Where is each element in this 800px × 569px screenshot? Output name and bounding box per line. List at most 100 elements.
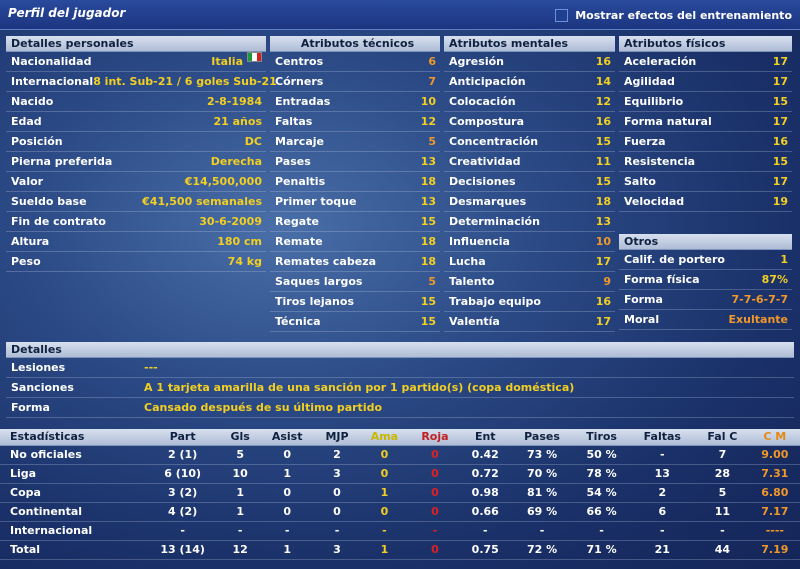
stats-cell: - xyxy=(259,521,315,541)
stats-column-header[interactable]: Tiros xyxy=(573,429,630,446)
stats-column-header[interactable]: Roja xyxy=(409,429,461,446)
personal-details-header: Detalles personales xyxy=(6,36,266,52)
technical-attribute-row: Pases 13 xyxy=(270,152,440,172)
stats-cell: 6.80 xyxy=(749,483,800,503)
technical-attribute-label: Faltas xyxy=(275,115,313,128)
technical-attribute-value: 12 xyxy=(420,115,436,128)
stats-cell: 0 xyxy=(314,502,360,522)
personal-detail-row: Posición DC xyxy=(6,132,266,152)
mental-attribute-label: Desmarques xyxy=(449,195,527,208)
physical-attribute-label: Aceleración xyxy=(624,55,697,68)
other-attribute-row: Forma 7-7-6-7-7 xyxy=(619,290,792,310)
stats-cell: ---- xyxy=(749,521,800,541)
personal-detail-value: 180 cm xyxy=(217,235,262,248)
mental-attribute-value: 17 xyxy=(595,315,611,328)
stats-cell: 0 xyxy=(409,464,461,484)
stats-cell: 2 xyxy=(314,445,360,465)
statistics-panel: Estadísticas Part Gls Asist MJP Ama Roja Ent Pas… xyxy=(0,429,800,560)
technical-attribute-label: Remate xyxy=(275,235,323,248)
stats-column-header[interactable]: MJP xyxy=(314,429,360,446)
stats-cell: 0 xyxy=(259,502,315,522)
mental-attribute-label: Decisiones xyxy=(449,175,516,188)
mental-attribute-row: Concentración 15 xyxy=(444,132,615,152)
stats-column-header[interactable]: Faltas xyxy=(629,429,696,446)
stats-column-header[interactable]: Part xyxy=(144,429,221,446)
personal-detail-label: Posición xyxy=(11,135,63,148)
physical-attribute-value: 15 xyxy=(772,95,788,108)
personal-detail-value: 21 años xyxy=(213,115,263,128)
technical-attribute-value: 15 xyxy=(420,215,436,228)
stats-column-header[interactable]: C M xyxy=(749,429,800,446)
stats-column-header[interactable]: Asist xyxy=(259,429,315,446)
stats-cell: - xyxy=(460,521,511,541)
physical-attribute-row: Aceleración 17 xyxy=(619,52,792,72)
stats-column-header[interactable]: Ama xyxy=(359,429,410,446)
stats-cell: 0.98 xyxy=(460,483,511,503)
personal-detail-value: €14,500,000 xyxy=(184,175,262,188)
other-attribute-label: Moral xyxy=(624,313,660,326)
mental-attribute-label: Determinación xyxy=(449,215,540,228)
physical-attribute-value: 15 xyxy=(772,155,788,168)
technical-attribute-row: Remates cabeza 18 xyxy=(270,252,440,272)
personal-detail-row: Nacido 2-8-1984 xyxy=(6,92,266,112)
stats-cell: 0 xyxy=(359,464,410,484)
technical-attribute-label: Saques largos xyxy=(275,275,363,288)
stats-competition-label: No oficiales xyxy=(0,445,145,465)
personal-detail-label: Internacional xyxy=(11,75,94,88)
training-effects-toggle[interactable]: Mostrar efectos del entrenamiento xyxy=(555,9,792,22)
stats-cell: - xyxy=(629,521,696,541)
stats-cell: 3 xyxy=(314,540,360,560)
stats-cell: 3 (2) xyxy=(144,483,221,503)
detail-row: Forma Cansado después de su último partid… xyxy=(6,398,794,418)
technical-attribute-row: Regate 15 xyxy=(270,212,440,232)
stats-cell: 0 xyxy=(314,483,360,503)
physical-attribute-row: Forma natural 17 xyxy=(619,112,792,132)
personal-detail-label: Peso xyxy=(11,255,41,268)
mental-attribute-value: 15 xyxy=(595,175,611,188)
italy-flag-icon xyxy=(247,52,262,62)
stats-row: Total 13 (14) 12 1 3 1 0 0.75 72 % 71 % 21 44 7.19 xyxy=(0,540,800,560)
stats-cell: 3 xyxy=(314,464,360,484)
technical-attribute-value: 7 xyxy=(428,75,436,88)
technical-attributes-header: Atributos técnicos xyxy=(270,36,440,52)
mental-attribute-row: Agresión 16 xyxy=(444,52,615,72)
technical-attribute-row: Entradas 10 xyxy=(270,92,440,112)
stats-cell: 69 % xyxy=(510,502,574,522)
physical-attribute-row: Fuerza 16 xyxy=(619,132,792,152)
technical-attribute-label: Primer toque xyxy=(275,195,357,208)
other-attribute-label: Forma física xyxy=(624,273,700,286)
technical-attribute-value: 13 xyxy=(420,195,436,208)
other-attribute-row: Moral Exultante xyxy=(619,310,792,330)
physical-attribute-row: Salto 17 xyxy=(619,172,792,192)
mental-attribute-label: Lucha xyxy=(449,255,486,268)
stats-competition-label: Liga xyxy=(0,464,145,484)
personal-detail-row: Sueldo base €41,500 semanales xyxy=(6,192,266,212)
stats-column-header[interactable]: Pases xyxy=(510,429,574,446)
stats-cell: - xyxy=(629,445,696,465)
personal-detail-value: 2-8-1984 xyxy=(206,95,262,108)
stats-cell: 70 % xyxy=(510,464,574,484)
stats-column-header[interactable]: Estadísticas xyxy=(0,429,145,446)
others-panel: Otros Calif. de portero 1 Forma física 87% F… xyxy=(619,234,792,330)
other-attribute-row: Calif. de portero 1 xyxy=(619,250,792,270)
stats-cell: - xyxy=(510,521,574,541)
stats-cell: 1 xyxy=(220,502,260,522)
personal-detail-label: Nacionalidad xyxy=(11,55,92,68)
physical-attribute-label: Resistencia xyxy=(624,155,696,168)
stats-cell: 1 xyxy=(259,540,315,560)
other-attribute-value: Exultante xyxy=(728,313,788,326)
physical-attribute-value: 16 xyxy=(772,135,788,148)
personal-detail-value: 30-6-2009 xyxy=(199,215,262,228)
stats-column-header[interactable]: Ent xyxy=(460,429,511,446)
other-attribute-value: 87% xyxy=(761,273,788,286)
stats-cell: 13 (14) xyxy=(144,540,221,560)
stats-column-header[interactable]: Fal C xyxy=(695,429,750,446)
stats-cell: 0 xyxy=(359,445,410,465)
physical-attribute-label: Fuerza xyxy=(624,135,666,148)
stats-column-header[interactable]: Gls xyxy=(220,429,260,446)
training-effects-checkbox[interactable] xyxy=(555,9,569,22)
technical-attribute-value: 10 xyxy=(420,95,436,108)
details-panel: Detalles Lesiones --- Sanciones A 1 tarjeta… xyxy=(6,342,794,418)
technical-attribute-label: Pases xyxy=(275,155,311,168)
stats-cell: 9.00 xyxy=(749,445,800,465)
